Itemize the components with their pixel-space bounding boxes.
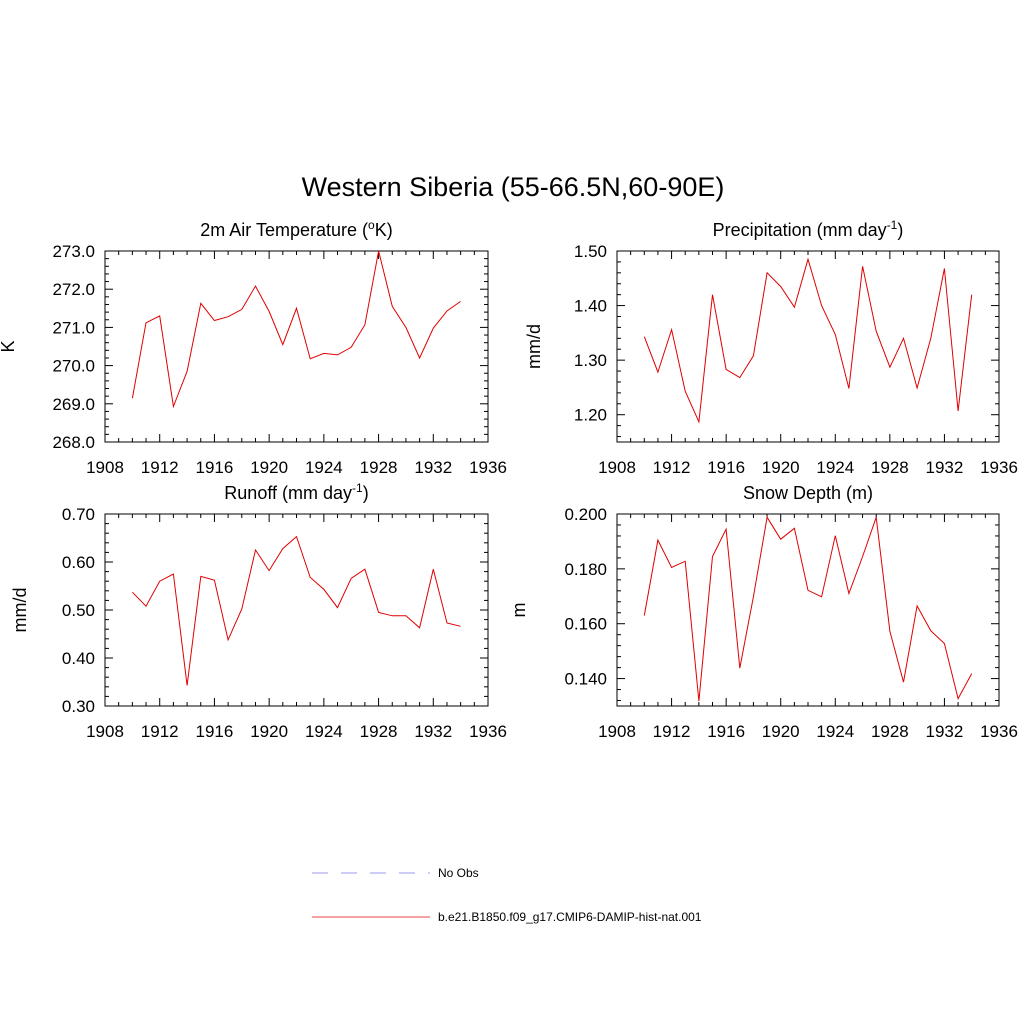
y-tick-label: 0.140 [564,670,607,689]
y-axis-label: m [509,603,529,618]
y-tick-label: 272.0 [52,280,95,299]
x-tick-label: 1920 [250,458,288,477]
y-tick-label: 0.30 [62,697,95,716]
x-tick-label: 1920 [250,722,288,741]
x-tick-label: 1908 [598,722,636,741]
plot-frame [104,513,489,707]
x-tick-label: 1920 [762,458,800,477]
series-line [132,535,461,686]
panel-title-main: 2m Air Temperature ( [200,220,368,240]
panel-title-superscript: -1 [887,218,898,232]
y-tick-label: 271.0 [52,318,95,337]
y-tick-label: 270.0 [52,357,95,376]
x-tick-label: 1908 [86,458,124,477]
panel-title-tail: K) [375,220,393,240]
y-tick-label: 0.60 [62,553,95,572]
x-tick-label: 1936 [980,722,1018,741]
panel-title-main: Runoff (mm day [224,483,352,503]
figure-title: Western Siberia (55-66.5N,60-90E) [302,172,725,202]
x-tick-label: 1916 [707,458,745,477]
x-tick-label: 1912 [141,458,179,477]
panel-title-main: Snow Depth (m) [743,483,873,503]
x-tick-label: 1924 [305,722,343,741]
y-tick-label: 273.0 [52,242,95,261]
legend-label: No Obs [438,866,479,880]
series-line [643,515,973,702]
panel-title-tail: ) [897,220,903,240]
plot-frame [616,513,1000,707]
legend-entry-1: No Obs [312,866,479,880]
series-line [643,257,973,424]
panel-title-superscript: -1 [352,481,363,495]
y-tick-label: 0.160 [564,615,607,634]
panel-3: Runoff (mm day-1) mm/d 1908 1912 1916 1920 192… [10,481,507,741]
y-axis-label: mm/d [524,324,544,369]
y-axis-label: K [0,340,18,352]
panels-group: 2m Air Temperature (oK) K 1908 1912 1916 1920… [0,218,1018,741]
panel-2: Precipitation (mm day-1) mm/d 1908 1912 1916… [524,218,1018,477]
y-tick-label: 268.0 [52,433,95,452]
y-tick-label: 0.70 [62,505,95,524]
x-tick-label: 1912 [141,722,179,741]
panel-title: 2m Air Temperature (oK) [200,218,392,240]
y-tick-label: 1.20 [574,406,607,425]
x-tick-label: 1936 [469,458,507,477]
plot-frame [104,250,489,443]
y-tick-label: 1.30 [574,351,607,370]
x-tick-label: 1936 [980,458,1018,477]
legend-label: b.e21.B1850.f09_g17.CMIP6-DAMIP-hist-nat… [438,910,702,924]
y-tick-label: 1.50 [574,242,607,261]
series-line [131,250,461,409]
legend: No Obs b.e21.B1850.f09_g17.CMIP6-DAMIP-hi… [312,866,702,924]
x-tick-label: 1928 [360,722,398,741]
x-tick-label: 1924 [816,722,854,741]
x-tick-label: 1916 [707,722,745,741]
y-tick-label: 0.40 [62,649,95,668]
panel-title-main: Precipitation (mm day [713,220,887,240]
x-tick-label: 1916 [196,458,234,477]
x-tick-label: 1920 [762,722,800,741]
panel-title: Snow Depth (m) [743,483,873,503]
y-axis-label: mm/d [10,588,30,633]
panel-1: 2m Air Temperature (oK) K 1908 1912 1916 1920… [0,218,507,477]
y-tick-label: 0.180 [564,560,607,579]
panel-4: Snow Depth (m) m 1908 1912 1916 1920 1924 1928 1… [509,483,1018,741]
x-tick-label: 1928 [871,722,909,741]
legend-entry-2: b.e21.B1850.f09_g17.CMIP6-DAMIP-hist-nat… [312,910,702,924]
x-tick-label: 1932 [926,722,964,741]
x-tick-label: 1932 [414,722,452,741]
x-tick-label: 1912 [653,458,691,477]
plot-frame [616,250,1000,443]
x-tick-label: 1916 [196,722,234,741]
y-tick-label: 0.200 [564,505,607,524]
x-tick-label: 1936 [469,722,507,741]
panel-title: Precipitation (mm day-1) [713,218,904,240]
panel-title-superscript: o [368,218,375,232]
y-tick-label: 1.40 [574,297,607,316]
panel-title-tail: ) [363,483,369,503]
x-tick-label: 1924 [305,458,343,477]
x-tick-label: 1932 [926,458,964,477]
y-tick-label: 0.50 [62,601,95,620]
x-tick-label: 1908 [598,458,636,477]
x-tick-label: 1924 [816,458,854,477]
x-tick-label: 1908 [86,722,124,741]
x-tick-label: 1932 [414,458,452,477]
y-tick-label: 269.0 [52,395,95,414]
x-tick-label: 1928 [360,458,398,477]
x-tick-label: 1912 [653,722,691,741]
x-tick-label: 1928 [871,458,909,477]
panel-title: Runoff (mm day-1) [224,481,368,503]
